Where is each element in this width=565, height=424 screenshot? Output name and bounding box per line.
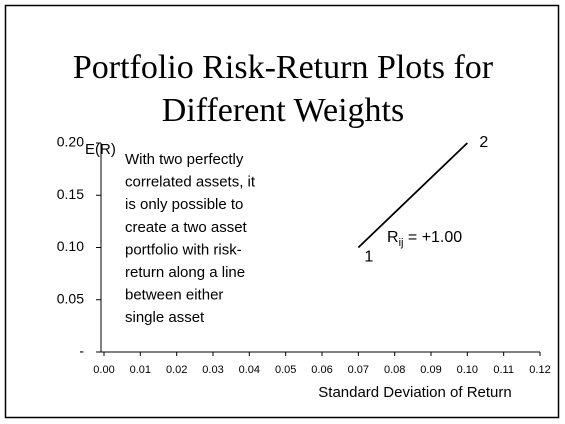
x-tick-label: 0.08: [384, 364, 405, 376]
y-axis-label: E(R): [85, 141, 116, 158]
x-tick-label: 0.06: [311, 364, 332, 376]
y-tick-label: 0.20: [57, 134, 84, 150]
annotation-line: portfolio with risk-: [125, 241, 242, 258]
x-tick-label: 0.04: [239, 364, 260, 376]
annotation-line: between either: [125, 287, 223, 304]
x-axis-label: Standard Deviation of Return: [318, 384, 511, 401]
correlation-base: R: [387, 229, 399, 246]
point-label: 1: [364, 249, 373, 266]
x-tick-label: 0.10: [457, 364, 478, 376]
title-line: Different Weights: [162, 92, 404, 129]
correlation-label: Rij = +1.00: [387, 229, 462, 249]
correlation-suffix: = +1.00: [403, 229, 462, 246]
y-tick-label: 0.10: [57, 238, 84, 254]
x-tick-label: 0.03: [202, 364, 223, 376]
annotation-line: is only possible to: [125, 196, 243, 213]
x-tick-label: 0.00: [93, 364, 114, 376]
correlation-sub: ij: [399, 237, 404, 249]
annotation-line: With two perfectly: [125, 151, 244, 168]
y-tick-label: 0.15: [57, 186, 84, 202]
x-tick-label: 0.12: [529, 364, 550, 376]
x-tick-label: 0.07: [348, 364, 369, 376]
point-label: 2: [479, 134, 488, 151]
slide-border: [4, 4, 560, 419]
x-tick-label: 0.09: [420, 364, 441, 376]
y-tick-label: 0.05: [57, 290, 84, 306]
x-tick-label: 0.11: [493, 364, 514, 376]
series-line: [357, 142, 468, 249]
annotation-line: create a two asset: [125, 219, 248, 236]
x-tick-label: 0.02: [166, 364, 187, 376]
title-line: Portfolio Risk-Return Plots for: [73, 49, 494, 86]
x-tick-label: 0.01: [130, 364, 151, 376]
annotation-line: return along a line: [125, 264, 245, 281]
annotation-line: single asset: [125, 309, 205, 326]
y-tick-label: -: [79, 343, 84, 359]
annotation-line: correlated assets, it: [125, 174, 256, 191]
x-tick-label: 0.05: [275, 364, 296, 376]
